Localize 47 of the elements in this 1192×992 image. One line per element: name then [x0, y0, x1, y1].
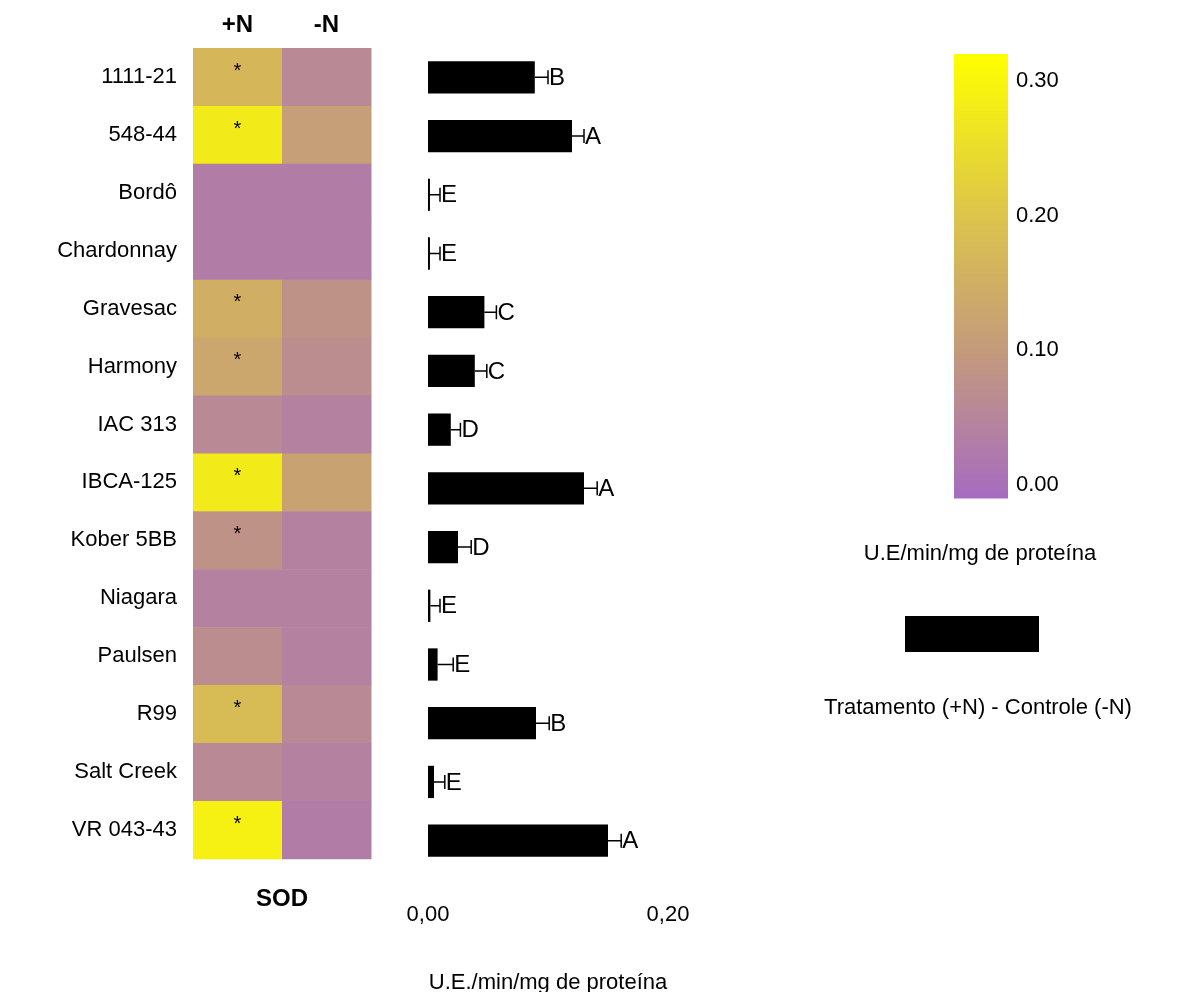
data-label: *: [233, 522, 242, 544]
y-tick-label: 1111-21: [101, 63, 177, 89]
y-tick-label: Niagara: [99, 584, 178, 610]
data-label: C: [487, 356, 506, 384]
y-tick-label: Chardonnay: [57, 236, 177, 262]
data-label: D: [461, 415, 479, 443]
y-tick-label: IBCA-125: [81, 468, 177, 494]
data-label: A: [598, 473, 615, 501]
data-label: *: [233, 695, 242, 718]
y-tick-label: 548-44: [108, 120, 177, 146]
y-tick-label: Kober 5BB: [70, 526, 177, 552]
data-label: E: [441, 180, 458, 208]
data-label: *: [233, 116, 242, 139]
data-label: D: [472, 532, 490, 560]
y-tick-label: Paulsen: [97, 642, 177, 668]
data-label: *: [233, 811, 242, 834]
text: Tratamento (+N) - Controle (-N): [823, 694, 1133, 720]
data-label: B: [550, 708, 567, 736]
y-tick-label: Salt Creek: [74, 757, 178, 783]
data-label: A: [585, 121, 602, 149]
y-tick-label: R99: [136, 700, 177, 726]
y-tick-label: Harmony: [87, 352, 177, 378]
data-label: *: [233, 58, 242, 81]
color-bar-label: 0.10: [1016, 336, 1059, 362]
x-tick-label: 0,00: [406, 901, 450, 927]
y-tick-label: Bordô: [118, 178, 177, 204]
color-bar-label: 0.30: [1016, 66, 1059, 92]
y-tick-label: IAC 313: [97, 410, 177, 436]
data-label: E: [441, 591, 458, 619]
x-tick-label: -N: [313, 10, 340, 38]
data-label: E: [445, 767, 462, 795]
data-label: C: [497, 297, 515, 325]
color-bar-label: 0.00: [1016, 470, 1059, 496]
x-axis-title: SOD: [255, 884, 309, 912]
data-label: E: [454, 650, 471, 678]
data-label: *: [233, 348, 242, 371]
color-bar-title: U.E/min/mg de proteína: [862, 540, 1098, 566]
data-label: *: [233, 290, 242, 313]
color-bar-label: 0.20: [1016, 201, 1059, 227]
data-label: A: [622, 826, 639, 854]
data-label: B: [549, 62, 566, 90]
x-tick-label: 0,20: [646, 901, 690, 927]
y-tick-label: VR 043-43: [71, 815, 177, 841]
y-tick-label: Gravesac: [82, 294, 177, 320]
data-label: *: [233, 464, 242, 487]
data-label: E: [441, 239, 458, 267]
x-tick-label: +N: [221, 10, 254, 38]
